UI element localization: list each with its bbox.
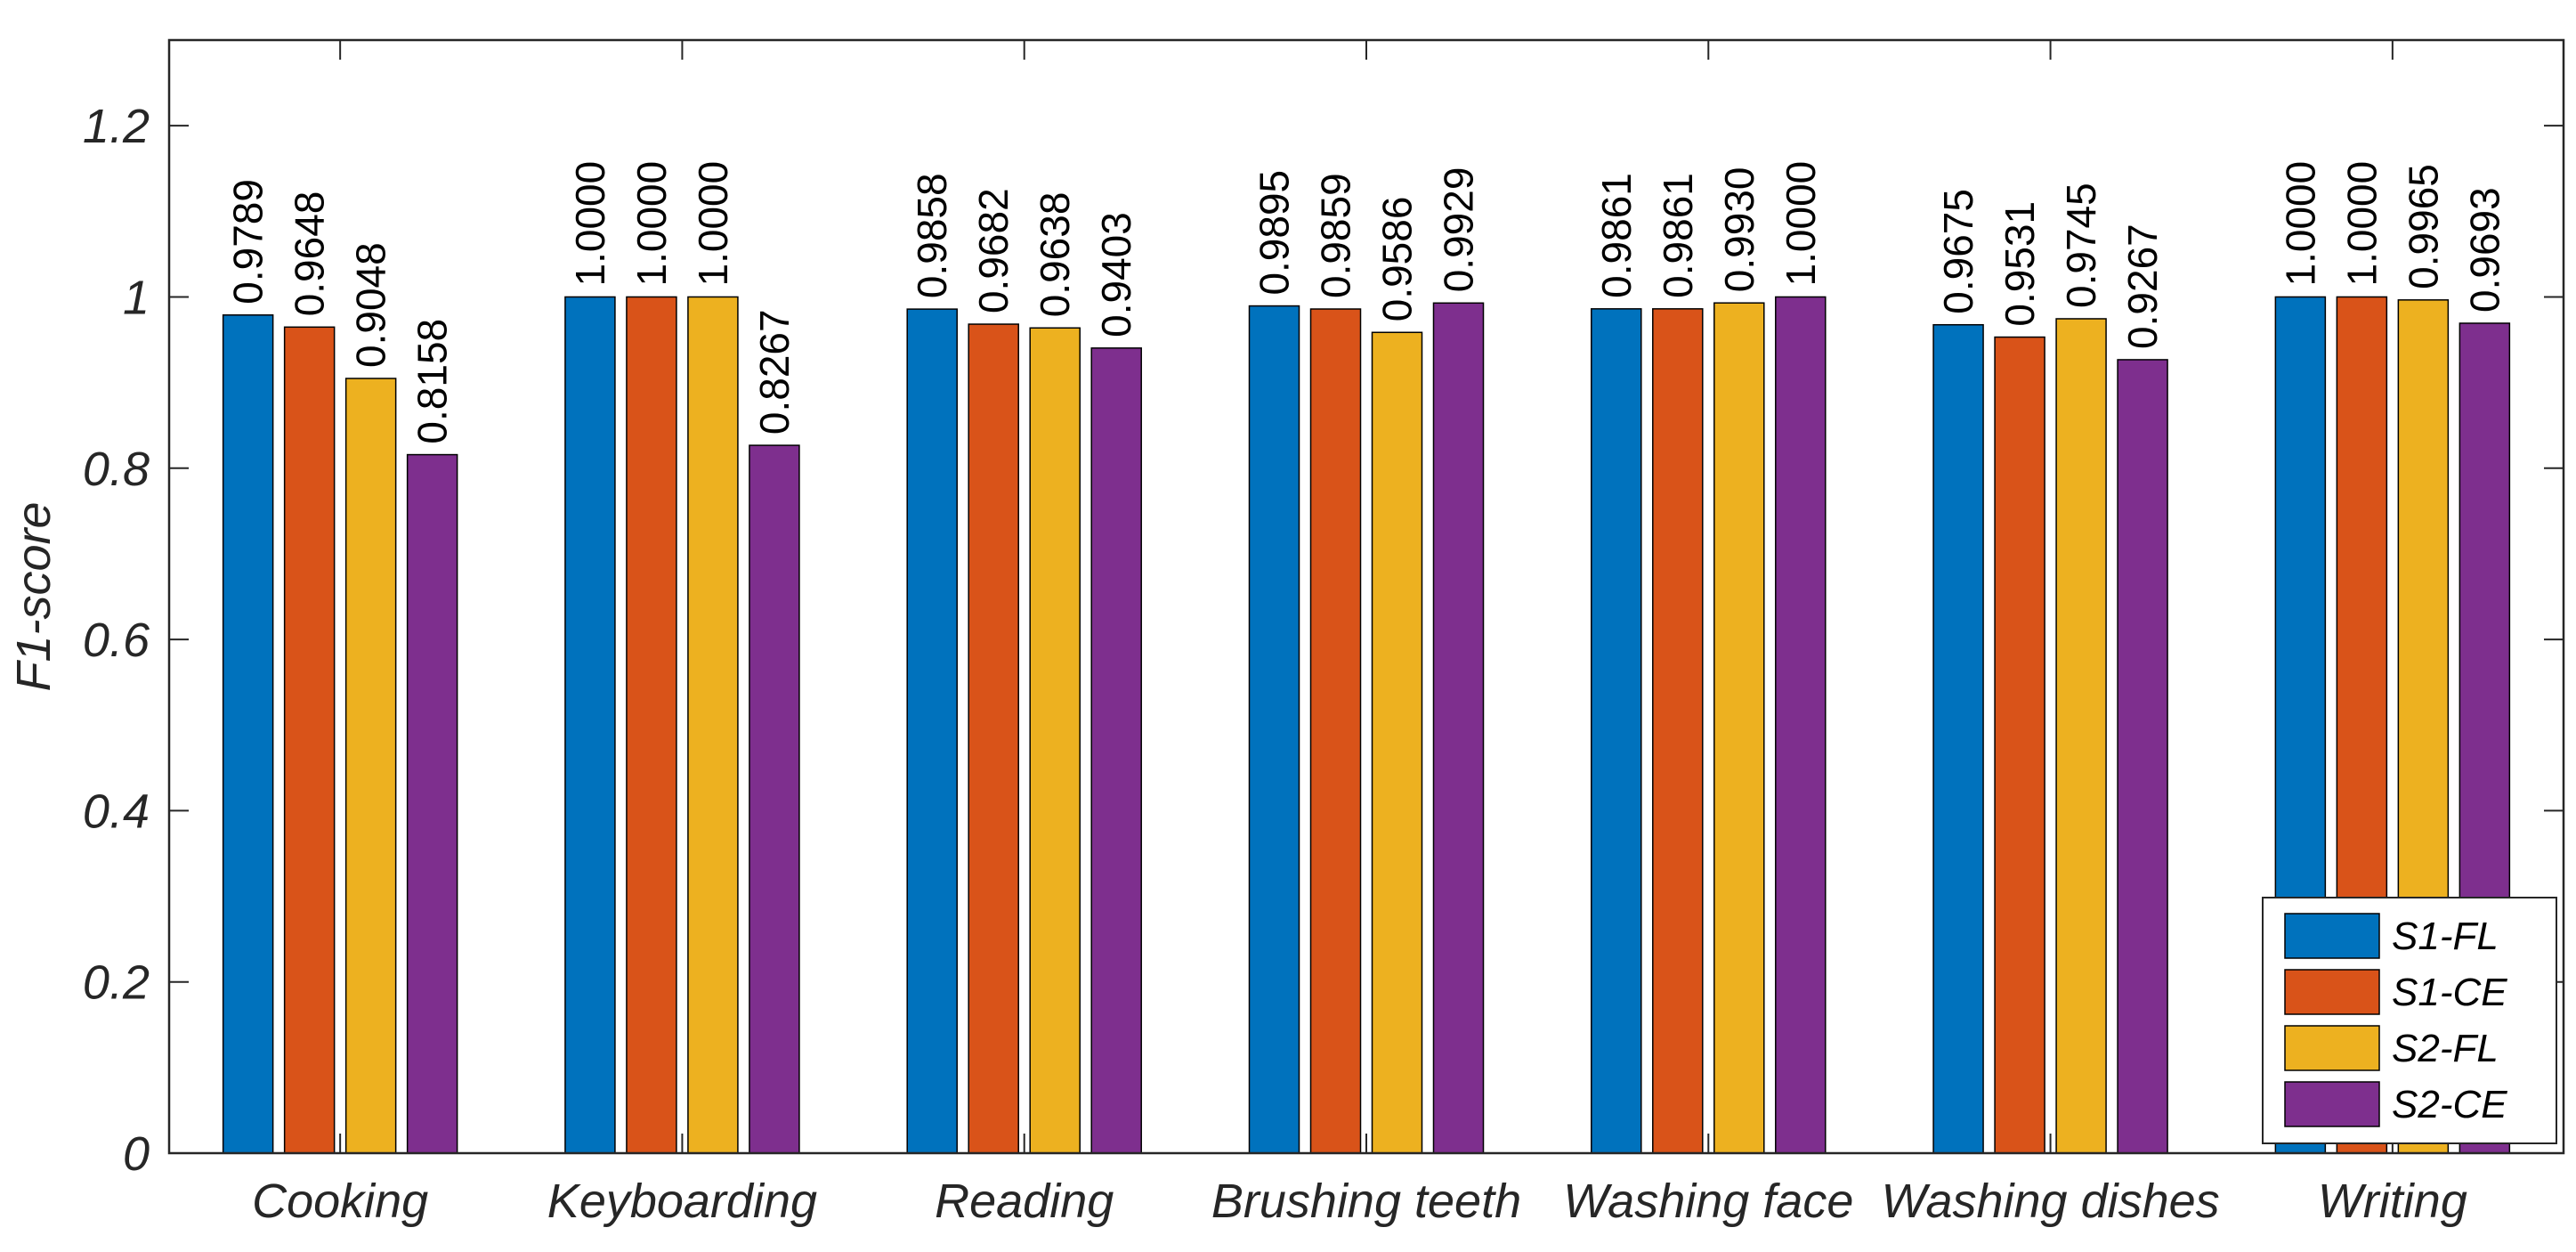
y-tick-label: 0.8: [83, 443, 150, 496]
y-tick-label: 0.6: [83, 614, 150, 667]
bar-s2-ce-reading: [1090, 347, 1142, 1154]
bar-s2-fl-brushing-teeth: [1371, 331, 1423, 1154]
data-label-s1-ce-cooking: 0.9648: [287, 191, 333, 317]
bar-s2-fl-reading: [1029, 327, 1081, 1154]
legend-swatch-s2-fl: [2284, 1025, 2380, 1071]
bar-s2-fl-washing-dishes: [2055, 318, 2107, 1154]
x-tick-label-writing: Writing: [2318, 1175, 2467, 1228]
legend-label-s1-fl: S1-FL: [2392, 915, 2499, 958]
data-label-s1-ce-brushing-teeth: 0.9859: [1313, 173, 1359, 298]
bar-s1-fl-reading: [906, 308, 958, 1154]
legend-label-s2-ce: S2-CE: [2392, 1083, 2507, 1126]
bar-s1-ce-cooking: [283, 326, 336, 1154]
y-tick-label: 1: [123, 271, 150, 324]
data-label-s2-ce-reading: 0.9403: [1093, 212, 1139, 337]
y-axis-title: F1-score: [7, 501, 61, 691]
legend-label-s2-fl: S2-FL: [2392, 1027, 2499, 1070]
data-label-s1-fl-keyboarding: 1.0000: [567, 161, 613, 287]
data-label-s2-ce-keyboarding: 0.8267: [751, 309, 798, 435]
y-tick-label: 0: [123, 1127, 150, 1181]
x-tick-label-keyboarding: Keyboarding: [547, 1175, 817, 1228]
x-tick-label-brushing-teeth: Brushing teeth: [1211, 1175, 1521, 1228]
bar-s1-fl-cooking: [222, 314, 274, 1154]
data-label-s1-fl-washing-face: 0.9861: [1593, 173, 1640, 298]
data-label-s2-fl-washing-dishes: 0.9745: [2058, 183, 2104, 308]
x-tick-label-washing-dishes: Washing dishes: [1881, 1175, 2219, 1228]
data-label-s2-fl-reading: 0.9638: [1032, 192, 1078, 318]
bar-s2-ce-brushing-teeth: [1432, 302, 1485, 1154]
bar-s2-ce-keyboarding: [749, 444, 800, 1154]
data-label-s2-fl-brushing-teeth: 0.9586: [1374, 197, 1421, 322]
bar-s1-fl-washing-face: [1591, 308, 1642, 1154]
data-label-s2-ce-washing-face: 1.0000: [1778, 161, 1824, 287]
bar-s2-ce-washing-dishes: [2117, 359, 2168, 1154]
bar-s2-ce-cooking: [406, 453, 458, 1154]
data-label-s1-fl-writing: 1.0000: [2277, 161, 2323, 287]
bar-s1-fl-washing-dishes: [1932, 323, 1984, 1154]
data-label-s2-fl-keyboarding: 1.0000: [690, 161, 736, 287]
data-labels-layer: 0.9789 0.9648 0.9048 0.8158 1.0000 1.0000 1.00…: [225, 161, 2508, 444]
data-label-s2-ce-cooking: 0.8158: [409, 319, 456, 444]
data-label-s2-ce-brushing-teeth: 0.9929: [1436, 167, 1482, 293]
y-tick-label: 0.2: [83, 956, 150, 1010]
axes-layer: 0 0.2 0.4 0.6 0.8 1 1.2 Cooking Keyboarding Readi…: [83, 38, 2565, 1228]
legend-swatch-s2-ce: [2284, 1081, 2380, 1127]
x-tick-label-reading: Reading: [935, 1175, 1114, 1228]
bar-s1-fl-brushing-teeth: [1248, 305, 1300, 1154]
data-label-s2-ce-writing: 0.9693: [2461, 187, 2507, 313]
data-label-s1-ce-writing: 1.0000: [2338, 161, 2385, 287]
data-label-s1-ce-washing-dishes: 0.9531: [1997, 201, 2043, 327]
data-label-s1-fl-washing-dishes: 0.9675: [1935, 189, 1981, 314]
legend: S1-FL S1-CE S2-FL S2-CE: [2262, 897, 2557, 1144]
bar-s2-fl-keyboarding: [687, 296, 739, 1154]
x-tick-label-cooking: Cooking: [252, 1175, 428, 1228]
data-label-s2-fl-washing-face: 0.9930: [1716, 167, 1762, 292]
bar-s1-ce-keyboarding: [626, 296, 677, 1154]
bar-s2-ce-washing-face: [1775, 296, 1827, 1154]
bar-s2-fl-washing-face: [1713, 302, 1765, 1154]
bar-s1-fl-keyboarding: [564, 296, 616, 1154]
data-label-s2-ce-washing-dishes: 0.9267: [2119, 224, 2166, 349]
data-label-s2-fl-cooking: 0.9048: [348, 242, 394, 368]
bar-s1-ce-brushing-teeth: [1309, 308, 1362, 1154]
legend-label-s1-ce: S1-CE: [2392, 971, 2507, 1014]
data-label-s1-ce-reading: 0.9682: [970, 188, 1017, 313]
x-tick-label-washing-face: Washing face: [1563, 1175, 1853, 1228]
data-label-s1-fl-cooking: 0.9789: [225, 179, 271, 305]
bar-s2-fl-cooking: [344, 378, 397, 1154]
data-label-s2-fl-writing: 0.9965: [2400, 164, 2446, 289]
y-tick-label: 1.2: [83, 100, 150, 153]
legend-swatch-s1-fl: [2284, 913, 2380, 959]
bar-s1-ce-washing-face: [1652, 308, 1704, 1154]
y-tick-label: 0.4: [83, 785, 150, 838]
data-label-s1-ce-washing-face: 0.9861: [1655, 173, 1701, 298]
legend-swatch-s1-ce: [2284, 969, 2380, 1015]
data-label-s1-fl-reading: 0.9858: [909, 173, 955, 298]
bar-s1-ce-reading: [968, 323, 1019, 1154]
bar-s1-ce-washing-dishes: [1994, 336, 2045, 1154]
data-label-s1-fl-brushing-teeth: 0.9895: [1252, 170, 1298, 296]
data-label-s1-ce-keyboarding: 1.0000: [628, 161, 675, 287]
bars-layer: [222, 296, 2511, 1154]
